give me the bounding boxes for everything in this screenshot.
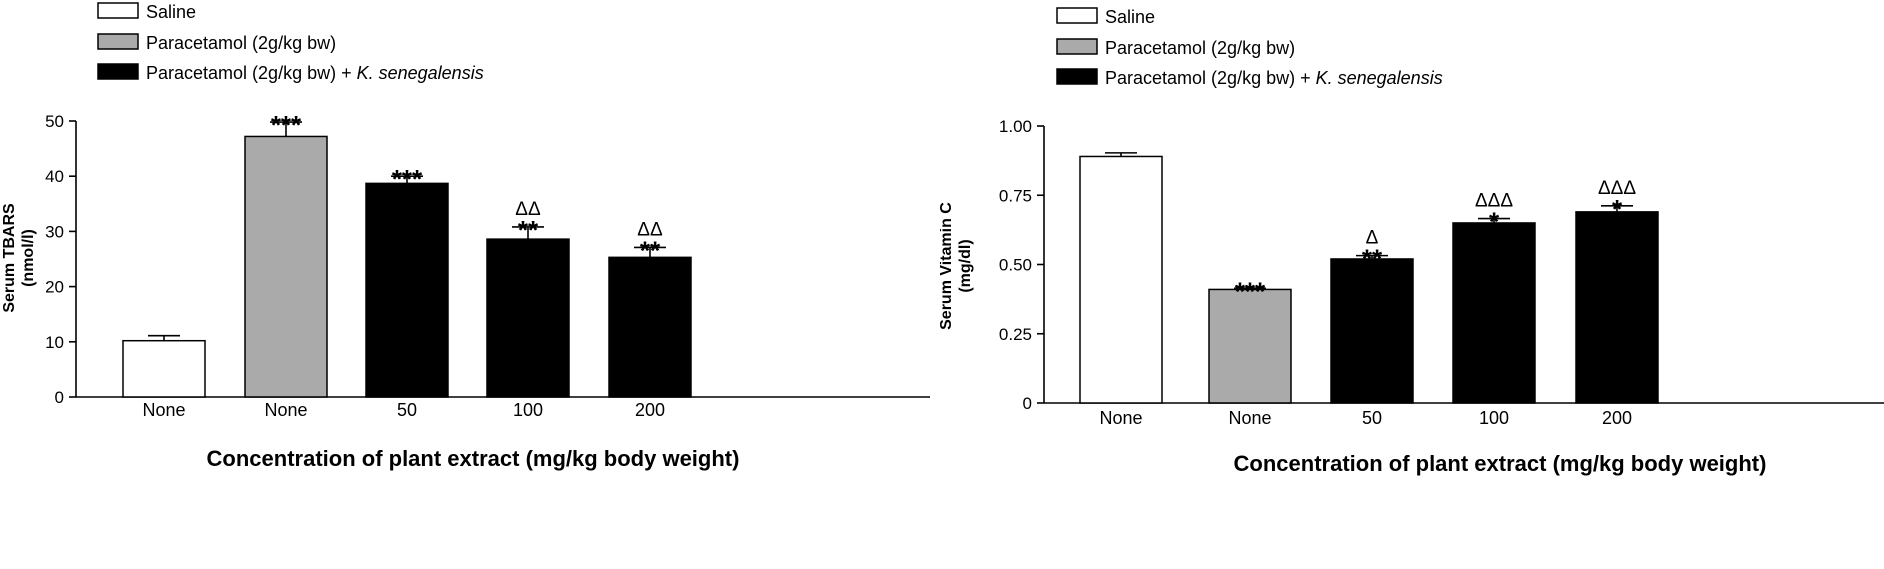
bar-combo <box>365 182 449 398</box>
legend-label-combo: Paracetamol (2g/kg bw) + K. senegalensis <box>1105 68 1443 88</box>
significance-stars: * <box>1489 207 1500 237</box>
legend-text: Paracetamol (2g/kg bw) <box>1105 38 1295 58</box>
significance-stars: ** <box>640 235 661 265</box>
x-category-label: None <box>264 400 307 420</box>
x-axis-title: Concentration of plant extract (mg/kg bo… <box>1234 451 1767 476</box>
significance-stars: *** <box>271 110 302 140</box>
legend-swatch-saline <box>1056 7 1098 24</box>
significance-delta: ΔΔ <box>637 219 663 240</box>
legend-text-italic: K. senegalensis <box>1316 68 1443 88</box>
bar-combo <box>486 238 570 398</box>
x-category-label: 50 <box>397 400 417 420</box>
significance-delta: ΔΔΔ <box>1598 178 1636 199</box>
y-tick-label: 0.75 <box>999 186 1032 205</box>
bar-paracetamol <box>1208 288 1292 404</box>
legend-label-saline: Saline <box>146 2 196 22</box>
y-tick-label: 20 <box>45 278 64 297</box>
legend-label-combo: Paracetamol (2g/kg bw) + K. senegalensis <box>146 63 484 83</box>
legend-text: Paracetamol (2g/kg bw) <box>146 33 336 53</box>
y-axis-title-line: Serum TBARS <box>1 203 18 313</box>
bar-combo <box>1330 258 1414 404</box>
legend-swatch-paracetamol <box>97 33 139 50</box>
legend-text: Paracetamol (2g/kg bw) + <box>1105 68 1316 88</box>
y-tick-label: 40 <box>45 167 64 186</box>
legend-label-saline: Saline <box>1105 7 1155 27</box>
bar-combo <box>608 256 692 398</box>
significance-delta: ΔΔΔ <box>1475 191 1513 212</box>
y-tick-label: 1.00 <box>999 117 1032 136</box>
x-category-label: 200 <box>635 400 665 420</box>
significance-stars: * <box>1612 194 1623 224</box>
y-tick-label: 0.25 <box>999 325 1032 344</box>
x-axis-title: Concentration of plant extract (mg/kg bo… <box>207 446 740 471</box>
y-axis-title-line: (mg/dl) <box>957 239 974 292</box>
significance-delta: Δ <box>1366 228 1379 249</box>
bar-paracetamol <box>244 135 328 398</box>
y-axis-title-line: (nmol/l) <box>20 229 37 287</box>
x-category-label: None <box>142 400 185 420</box>
chart-panel-b: Saline Paracetamol (2g/kg bw) Paracetamol … <box>940 0 1884 569</box>
x-category-label: 50 <box>1362 408 1382 428</box>
y-tick-label: 0.50 <box>999 256 1032 275</box>
y-axis-title-line: Serum Vitamin C <box>940 202 955 330</box>
legend-label-paracetamol: Paracetamol (2g/kg bw) <box>146 33 336 53</box>
x-category-label: 200 <box>1602 408 1632 428</box>
legend-text: Saline <box>146 2 196 22</box>
significance-delta: ΔΔ <box>515 199 541 220</box>
chart-svg: Saline Paracetamol (2g/kg bw) Paracetamol … <box>940 7 1884 476</box>
legend-label-paracetamol: Paracetamol (2g/kg bw) <box>1105 38 1295 58</box>
legend-swatch-saline <box>97 2 139 19</box>
x-category-label: None <box>1099 408 1142 428</box>
chart-panel-a: Saline Paracetamol (2g/kg bw) Paracetamol … <box>0 0 940 569</box>
significance-stars: *** <box>392 164 423 194</box>
legend-text: Saline <box>1105 7 1155 27</box>
x-category-label: 100 <box>1479 408 1509 428</box>
significance-stars: ** <box>1362 244 1383 274</box>
bar-combo <box>1575 211 1659 404</box>
chart-svg: Saline Paracetamol (2g/kg bw) Paracetamol … <box>1 2 930 471</box>
y-tick-label: 30 <box>45 222 64 241</box>
legend-swatch-paracetamol <box>1056 38 1098 55</box>
y-tick-label: 0 <box>1023 394 1032 413</box>
x-category-label: None <box>1228 408 1271 428</box>
bar-saline <box>122 339 206 398</box>
legend-text-italic: K. senegalensis <box>357 63 484 83</box>
x-category-label: 100 <box>513 400 543 420</box>
y-tick-label: 10 <box>45 333 64 352</box>
y-tick-label: 0 <box>55 388 64 407</box>
significance-stars: *** <box>1235 276 1266 306</box>
legend-text: Paracetamol (2g/kg bw) + <box>146 63 357 83</box>
bar-combo <box>1452 222 1536 404</box>
significance-stars: ** <box>518 215 539 245</box>
bar-saline <box>1079 155 1163 404</box>
legend-swatch-combo <box>1056 68 1098 85</box>
y-tick-label: 50 <box>45 112 64 131</box>
legend-swatch-combo <box>97 63 139 80</box>
